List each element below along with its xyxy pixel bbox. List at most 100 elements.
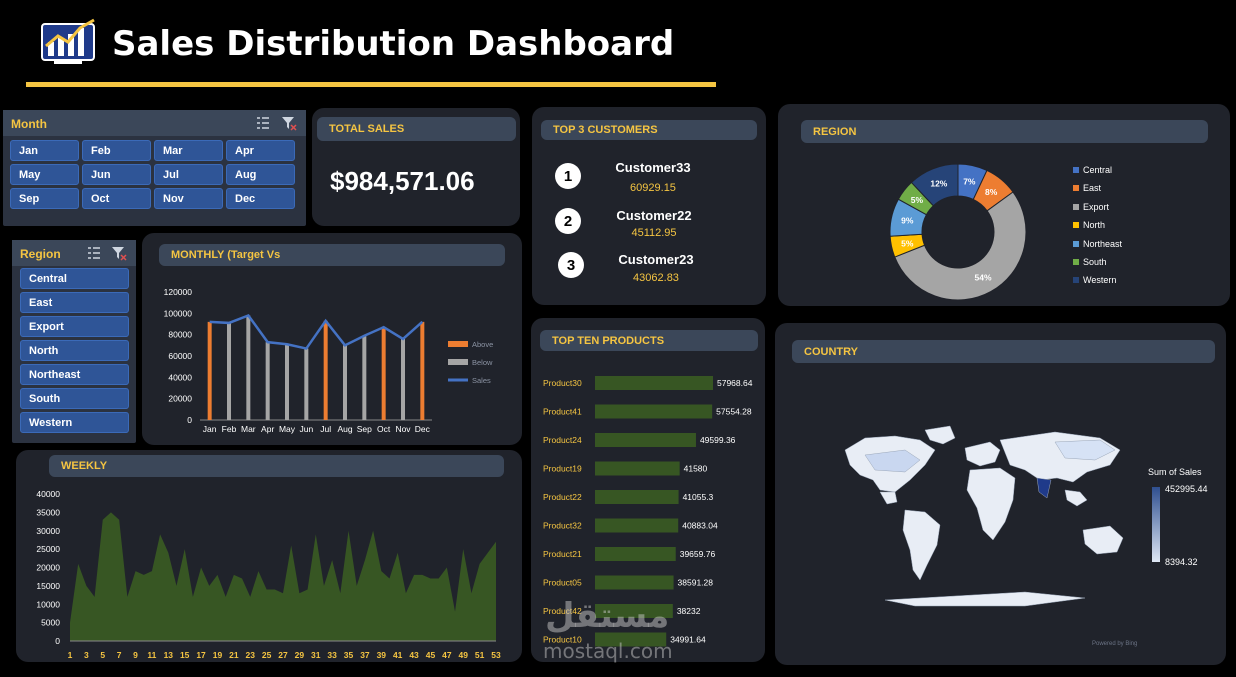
region-legend-item: North bbox=[1073, 220, 1105, 230]
product-label: Product21 bbox=[543, 549, 582, 559]
product-label: Product05 bbox=[543, 578, 582, 588]
y-tick-label: 35000 bbox=[36, 507, 60, 517]
legend-swatch bbox=[1073, 259, 1079, 265]
legend-swatch bbox=[1073, 185, 1079, 192]
region-button-western[interactable]: Western bbox=[20, 412, 129, 433]
month-button-aug[interactable]: Aug bbox=[226, 164, 295, 185]
x-tick-label: Aug bbox=[337, 424, 352, 434]
weekly-chart: 40000 35000 30000 25000 20000 15000 10000 5000 0… bbox=[36, 489, 501, 660]
month-button-may[interactable]: May bbox=[10, 164, 79, 185]
product-value-label: 41055.3 bbox=[683, 492, 714, 502]
legend-label: Export bbox=[1083, 201, 1110, 212]
product-bar bbox=[595, 461, 680, 476]
product-value-label: 57968.64 bbox=[717, 378, 753, 388]
x-tick-label: Jun bbox=[299, 424, 313, 434]
world-map bbox=[844, 425, 1124, 607]
x-tick-label: Feb bbox=[222, 424, 237, 434]
region-button-export[interactable]: Export bbox=[20, 316, 129, 337]
month-button-feb[interactable]: Feb bbox=[82, 140, 151, 161]
monthly-card bbox=[142, 233, 522, 445]
country-header: COUNTRY bbox=[792, 340, 1215, 363]
month-button-jul[interactable]: Jul bbox=[154, 164, 223, 185]
product-value-label: 57554.28 bbox=[716, 407, 752, 417]
month-button-mar[interactable]: Mar bbox=[154, 140, 223, 161]
region-button-east[interactable]: East bbox=[20, 292, 129, 313]
region-legend-item: Export bbox=[1073, 202, 1109, 212]
region-button-northeast[interactable]: Northeast bbox=[20, 364, 129, 385]
x-tick-label: 21 bbox=[229, 650, 239, 660]
donut-label: 9% bbox=[901, 216, 914, 226]
region-button-central[interactable]: Central bbox=[20, 268, 129, 289]
monthly-bar bbox=[246, 315, 251, 420]
legend-swatch bbox=[448, 341, 468, 347]
y-tick-label: 25000 bbox=[36, 544, 60, 554]
monthly-bar bbox=[343, 345, 347, 420]
y-tick-label: 10000 bbox=[36, 599, 60, 609]
x-tick-label: Dec bbox=[415, 424, 431, 434]
multi-select-icon[interactable] bbox=[86, 245, 102, 261]
month-button-dec[interactable]: Dec bbox=[226, 188, 295, 209]
y-tick-label: 40000 bbox=[36, 489, 60, 499]
multi-select-icon[interactable] bbox=[255, 115, 271, 131]
page-title: Sales Distribution Dashboard bbox=[112, 24, 675, 64]
legend-label: Northeast bbox=[1083, 238, 1123, 249]
legend-label: Central bbox=[1083, 165, 1113, 175]
legend-label: Sales bbox=[472, 376, 491, 385]
customer-rank-1: 1 bbox=[555, 163, 581, 189]
y-tick-label: 120000 bbox=[164, 287, 193, 297]
month-button-apr[interactable]: Apr bbox=[226, 140, 295, 161]
monthly-bar bbox=[401, 338, 405, 420]
month-button-jun[interactable]: Jun bbox=[82, 164, 151, 185]
monthly-bar bbox=[207, 321, 212, 420]
x-tick-label: 43 bbox=[409, 650, 419, 660]
x-tick-label: 37 bbox=[360, 650, 370, 660]
y-tick-label: 0 bbox=[187, 415, 192, 425]
month-button-oct[interactable]: Oct bbox=[82, 188, 151, 209]
product-label: Product19 bbox=[543, 464, 582, 474]
monthly-bar bbox=[420, 321, 425, 420]
total-sales-header: TOTAL SALES bbox=[317, 117, 516, 141]
clear-filter-icon[interactable] bbox=[111, 245, 127, 261]
x-tick-label: 49 bbox=[458, 650, 468, 660]
product-bar bbox=[595, 433, 696, 447]
customer-rank-2: 2 bbox=[555, 208, 581, 234]
legend-swatch bbox=[1073, 167, 1079, 173]
monthly-header: MONTHLY (Target Vs bbox=[159, 244, 505, 266]
title-underline bbox=[26, 82, 716, 87]
region-button-south[interactable]: South bbox=[20, 388, 129, 409]
legend-swatch bbox=[1073, 240, 1079, 247]
map-attribution: Powered by Bing bbox=[1092, 641, 1138, 647]
donut-label: 8% bbox=[985, 187, 998, 197]
region-legend-item: Northeast bbox=[1073, 239, 1122, 249]
month-button-sep[interactable]: Sep bbox=[10, 188, 79, 209]
legend-swatch bbox=[1073, 277, 1079, 284]
product-bar bbox=[595, 547, 676, 561]
product-bar bbox=[595, 490, 679, 504]
product-value-label: 39659.76 bbox=[680, 549, 716, 559]
weekly-area bbox=[70, 512, 496, 641]
month-button-nov[interactable]: Nov bbox=[154, 188, 223, 209]
month-button-jan[interactable]: Jan bbox=[10, 140, 79, 161]
x-tick-label: Nov bbox=[395, 424, 411, 434]
product-label: Product30 bbox=[543, 378, 582, 388]
x-tick-label: Sep bbox=[357, 424, 372, 434]
legend-swatch bbox=[1073, 203, 1079, 210]
product-bar bbox=[595, 604, 673, 618]
product-label: Product24 bbox=[543, 435, 582, 445]
x-tick-label: May bbox=[279, 424, 296, 434]
x-tick-label: Jan bbox=[203, 424, 217, 434]
clear-filter-icon[interactable] bbox=[281, 115, 297, 131]
x-tick-label: 35 bbox=[344, 650, 354, 660]
x-tick-label: 1 bbox=[68, 650, 73, 660]
y-tick-label: 0 bbox=[55, 636, 60, 646]
y-tick-label: 40000 bbox=[168, 372, 192, 382]
product-value-label: 38232 bbox=[677, 606, 701, 616]
x-tick-label: 9 bbox=[133, 650, 138, 660]
y-tick-label: 60000 bbox=[168, 351, 192, 361]
customer-value-1: 60929.15 bbox=[630, 182, 676, 194]
region-button-north[interactable]: North bbox=[20, 340, 129, 361]
map-legend-gradient bbox=[1152, 487, 1160, 562]
monthly-bar bbox=[304, 348, 309, 420]
x-tick-label: 5 bbox=[100, 650, 105, 660]
customer-name-3: Customer23 bbox=[618, 252, 694, 267]
